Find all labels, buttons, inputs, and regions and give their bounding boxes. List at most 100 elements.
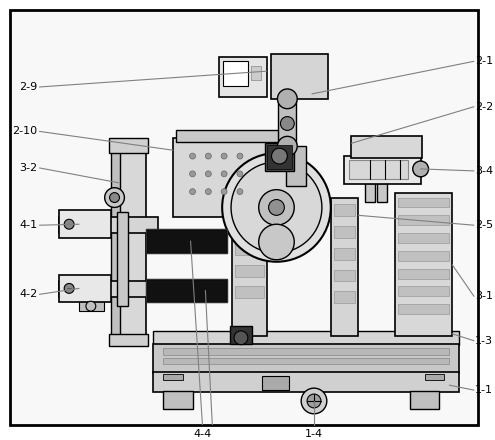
Bar: [398, 233, 449, 243]
Text: 4-1: 4-1: [19, 220, 38, 230]
Bar: [163, 391, 193, 409]
Bar: [232, 193, 267, 336]
Circle shape: [231, 162, 322, 253]
Bar: [398, 304, 449, 314]
Circle shape: [64, 283, 74, 293]
Bar: [163, 348, 449, 355]
Bar: [108, 138, 148, 153]
Text: 2-2: 2-2: [475, 102, 493, 112]
Bar: [267, 145, 292, 169]
Bar: [350, 136, 422, 158]
Bar: [173, 138, 291, 217]
Bar: [395, 193, 452, 336]
Bar: [365, 183, 375, 202]
Text: 3-2: 3-2: [19, 163, 38, 173]
Bar: [410, 391, 440, 409]
Bar: [271, 55, 328, 99]
Circle shape: [259, 224, 294, 260]
Bar: [235, 199, 264, 211]
Bar: [398, 251, 449, 261]
Circle shape: [413, 161, 429, 177]
Circle shape: [104, 188, 124, 207]
Bar: [348, 160, 408, 179]
Bar: [146, 279, 227, 302]
Bar: [108, 334, 148, 346]
Bar: [163, 358, 449, 364]
Bar: [230, 326, 252, 344]
Bar: [146, 229, 227, 253]
Circle shape: [221, 189, 227, 194]
Circle shape: [109, 193, 119, 202]
Bar: [79, 301, 103, 311]
Bar: [235, 286, 264, 298]
Bar: [398, 215, 449, 225]
Circle shape: [221, 171, 227, 177]
Bar: [377, 183, 387, 202]
Bar: [146, 279, 227, 302]
Bar: [59, 275, 110, 302]
Bar: [163, 374, 183, 380]
Circle shape: [205, 171, 211, 177]
Text: 1-4: 1-4: [305, 429, 323, 439]
Bar: [176, 130, 288, 142]
Text: 2-10: 2-10: [12, 126, 38, 136]
Circle shape: [237, 171, 243, 177]
Bar: [265, 143, 294, 171]
Text: 2-1: 2-1: [475, 56, 493, 66]
Bar: [334, 226, 355, 238]
Bar: [153, 331, 459, 345]
Circle shape: [278, 89, 297, 109]
Bar: [59, 217, 158, 233]
Circle shape: [222, 153, 331, 262]
Bar: [59, 210, 110, 238]
Bar: [334, 291, 355, 303]
Bar: [251, 66, 261, 80]
Circle shape: [237, 189, 243, 194]
Circle shape: [64, 219, 74, 229]
Circle shape: [221, 153, 227, 159]
Bar: [425, 374, 445, 380]
Bar: [262, 376, 289, 390]
Bar: [334, 205, 355, 216]
Bar: [398, 286, 449, 296]
Circle shape: [281, 117, 294, 130]
Circle shape: [234, 331, 248, 345]
Bar: [235, 221, 264, 233]
Bar: [153, 372, 459, 392]
Bar: [110, 143, 120, 336]
Circle shape: [205, 189, 211, 194]
Circle shape: [278, 136, 297, 156]
Bar: [118, 143, 146, 336]
Bar: [334, 270, 355, 282]
Bar: [116, 213, 128, 306]
Text: 4-4: 4-4: [193, 429, 211, 439]
Text: 2-9: 2-9: [19, 82, 38, 92]
Circle shape: [259, 190, 294, 225]
Circle shape: [269, 199, 284, 215]
Circle shape: [272, 148, 287, 164]
Text: 1-3: 1-3: [475, 336, 493, 346]
Bar: [344, 156, 421, 184]
Bar: [331, 198, 358, 336]
Bar: [59, 282, 158, 297]
Circle shape: [190, 171, 196, 177]
Bar: [286, 146, 306, 186]
Bar: [153, 344, 459, 373]
Bar: [398, 269, 449, 279]
Text: 1-1: 1-1: [475, 385, 493, 395]
Circle shape: [237, 153, 243, 159]
Circle shape: [190, 153, 196, 159]
Circle shape: [301, 388, 327, 414]
Bar: [223, 61, 248, 86]
Bar: [235, 265, 264, 277]
Bar: [219, 57, 267, 97]
Circle shape: [205, 153, 211, 159]
Circle shape: [307, 394, 321, 408]
Text: 4-2: 4-2: [19, 290, 38, 299]
Bar: [334, 248, 355, 260]
Text: 2-5: 2-5: [475, 220, 493, 230]
Bar: [235, 243, 264, 255]
Text: 3-4: 3-4: [475, 166, 493, 176]
Circle shape: [190, 189, 196, 194]
Text: 3-1: 3-1: [475, 291, 493, 301]
